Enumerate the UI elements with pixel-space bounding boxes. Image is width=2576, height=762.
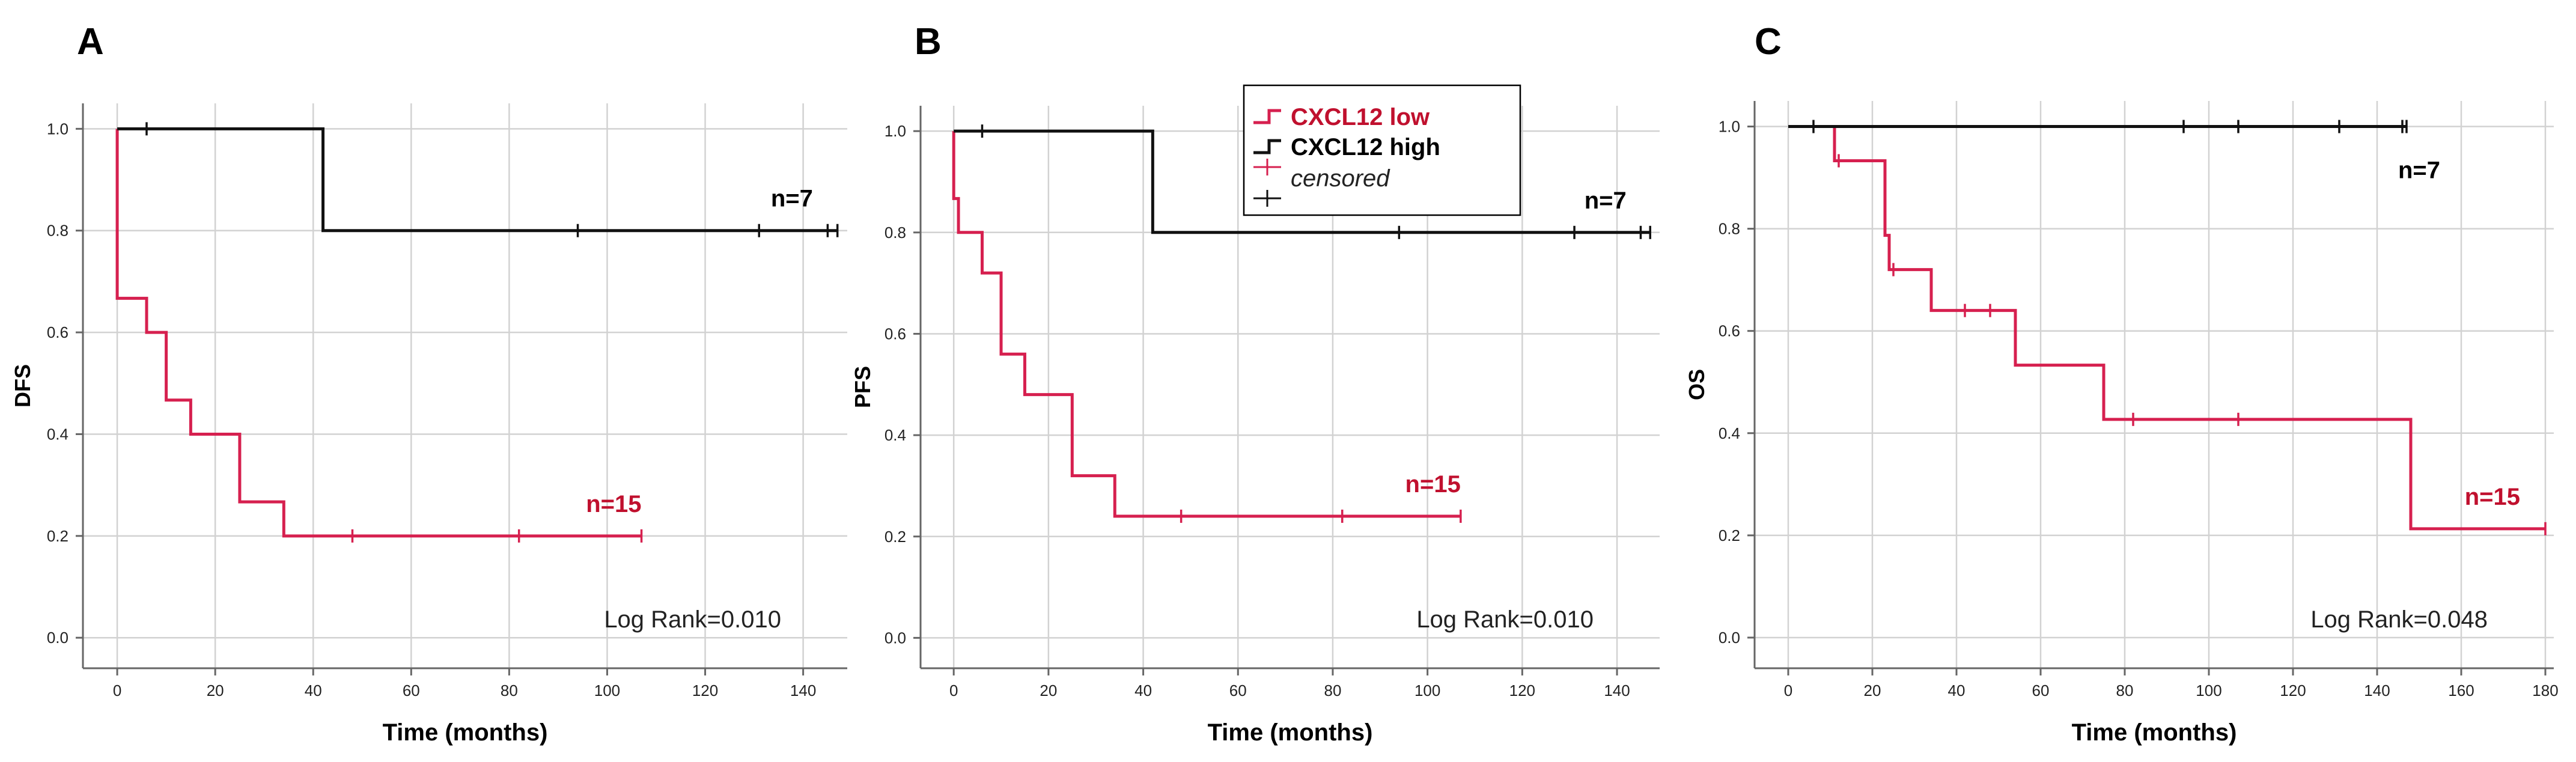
x-tick-label: 80	[2116, 681, 2134, 700]
n-label-low: n=15	[586, 491, 641, 517]
panel-c: 0 20 40 60 80 100 120 140 160 180 0.0 0.2 0.4 0.6 0.8 1…	[1684, 21, 2559, 746]
x-tick-label: 100	[594, 681, 620, 700]
y-tick-label: 0.2	[885, 528, 906, 546]
legend-box	[1243, 84, 1521, 216]
x-tick-label: 160	[2448, 681, 2474, 700]
legend-label-high: CXCL12 high	[1291, 134, 1440, 160]
y-tick-label: 0.4	[47, 425, 69, 443]
x-axis-title: Time (months)	[1208, 719, 1373, 746]
panel-letter: B	[915, 21, 942, 62]
x-tick-label: 60	[1229, 681, 1247, 700]
x-tick-label: 20	[207, 681, 224, 700]
y-tick-label: 1.0	[47, 120, 69, 138]
x-tick-label: 140	[790, 681, 816, 700]
x-tick-label: 80	[1324, 681, 1342, 700]
y-tick-label: 0.6	[885, 325, 906, 343]
n-label-low: n=15	[2465, 484, 2520, 510]
x-axis-title: Time (months)	[2072, 719, 2237, 746]
panel-letter: C	[1755, 21, 1782, 62]
y-tick-label: 1.0	[1719, 118, 1740, 136]
log-rank-label: Log Rank=0.010	[604, 606, 781, 633]
x-tick-label: 60	[403, 681, 420, 700]
x-tick-label: 100	[1414, 681, 1440, 700]
x-tick-label: 40	[1948, 681, 1965, 700]
km-curve-high	[117, 127, 838, 233]
panel-a: 0 20 40 60 80 100 120 140 0.0 0.2 0.4 0.6 0.8 1.0 A Tim…	[10, 21, 847, 746]
legend: CXCL12 low CXCL12 high censored	[1243, 84, 1521, 216]
y-tick-label: 0.8	[885, 224, 906, 242]
y-axis-title: OS	[1684, 369, 1709, 400]
x-tick-label: 120	[2280, 681, 2306, 700]
x-tick-label: 180	[2532, 681, 2558, 700]
panel-b: 0 20 40 60 80 100 120 140 0.0 0.2 0.4 0.6 0.8 1.0 B Tim…	[850, 21, 1660, 746]
x-tick-label: 140	[2364, 681, 2390, 700]
km-curve-low	[115, 129, 642, 538]
x-tick-label: 100	[2196, 681, 2221, 700]
x-axis-title: Time (months)	[383, 719, 548, 746]
y-axis-title: DFS	[10, 364, 35, 407]
n-label-high: n=7	[2398, 157, 2440, 184]
n-label-high: n=7	[1585, 187, 1627, 214]
n-label-low: n=15	[1405, 471, 1461, 498]
legend-label-censored: censored	[1291, 165, 1390, 192]
x-tick-label: 0	[949, 681, 958, 700]
panel-letter: A	[77, 21, 104, 62]
log-rank-label: Log Rank=0.048	[2310, 606, 2488, 633]
n-label-high: n=7	[771, 186, 813, 212]
km-curve-high	[954, 129, 1651, 234]
y-tick-label: 0.6	[1719, 322, 1740, 340]
y-tick-label: 0.6	[47, 323, 69, 341]
y-tick-label: 0.8	[47, 222, 69, 240]
legend-step-icon-low	[1253, 109, 1281, 124]
y-tick-label: 0.0	[885, 629, 906, 647]
x-tick-label: 120	[692, 681, 718, 700]
x-tick-label: 120	[1509, 681, 1535, 700]
x-tick-label: 80	[501, 681, 518, 700]
legend-label-low: CXCL12 low	[1291, 104, 1430, 130]
y-tick-label: 1.0	[885, 122, 906, 140]
x-tick-label: 60	[2032, 681, 2050, 700]
x-tick-label: 20	[1864, 681, 1881, 700]
y-axis-title: PFS	[850, 366, 875, 408]
x-tick-label: 140	[1604, 681, 1630, 700]
y-tick-label: 0.4	[885, 426, 906, 444]
y-tick-label: 0.0	[1719, 629, 1740, 647]
km-curve-low	[1833, 126, 2545, 531]
x-tick-label: 40	[305, 681, 322, 700]
y-tick-label: 0.4	[1719, 424, 1740, 442]
y-tick-label: 0.2	[47, 527, 69, 545]
x-tick-label: 40	[1134, 681, 1152, 700]
y-tick-label: 0.8	[1719, 220, 1740, 238]
x-tick-label: 0	[113, 681, 121, 700]
legend-step-icon-high	[1253, 139, 1281, 154]
x-tick-label: 20	[1040, 681, 1057, 700]
y-tick-label: 0.2	[1719, 526, 1740, 544]
km-curve-low	[952, 131, 1461, 518]
x-tick-label: 0	[1784, 681, 1792, 700]
y-tick-label: 0.0	[47, 629, 69, 647]
log-rank-label: Log Rank=0.010	[1416, 606, 1594, 633]
